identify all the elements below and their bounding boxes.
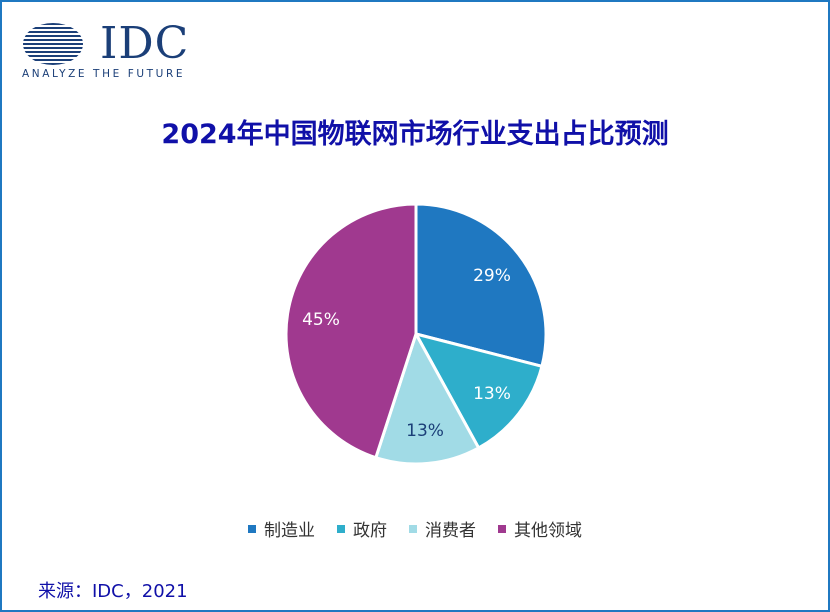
pie-data-label-1: 29%: [473, 266, 511, 286]
globe-icon: [23, 23, 83, 65]
logo-tagline: ANALYZE THE FUTURE: [22, 68, 186, 80]
idc-logo: IDC ANALYZE THE FUTURE: [20, 22, 200, 82]
source-note: 来源：IDC，2021: [38, 581, 188, 602]
logo-wordmark: IDC: [100, 18, 190, 69]
pie-data-label-2: 13%: [473, 384, 511, 404]
legend-swatch: [248, 524, 256, 533]
legend-swatch: [337, 524, 345, 533]
legend-label: 政府: [353, 521, 387, 541]
legend-item-4: 其他领域: [498, 516, 582, 541]
chart-legend: 制造业 政府 消费者 其他领域: [0, 516, 830, 541]
pie-data-label-4: 45%: [302, 310, 340, 330]
pie-slice-2: [413, 331, 544, 450]
legend-swatch: [498, 524, 506, 533]
legend-label: 制造业: [264, 521, 315, 541]
legend-label: 消费者: [425, 521, 476, 541]
legend-item-2: 政府: [337, 516, 387, 541]
legend-swatch: [409, 524, 417, 533]
pie-slice-1: [414, 202, 548, 369]
pie-slice-4: [284, 202, 418, 460]
pie-data-label-3: 13%: [406, 421, 444, 441]
chart-title: 2024年中国物联网市场行业支出占比预测: [161, 119, 669, 150]
legend-label: 其他领域: [514, 521, 582, 541]
legend-item-3: 消费者: [409, 516, 476, 541]
pie-slice-3: [373, 330, 481, 466]
legend-item-1: 制造业: [248, 516, 315, 541]
